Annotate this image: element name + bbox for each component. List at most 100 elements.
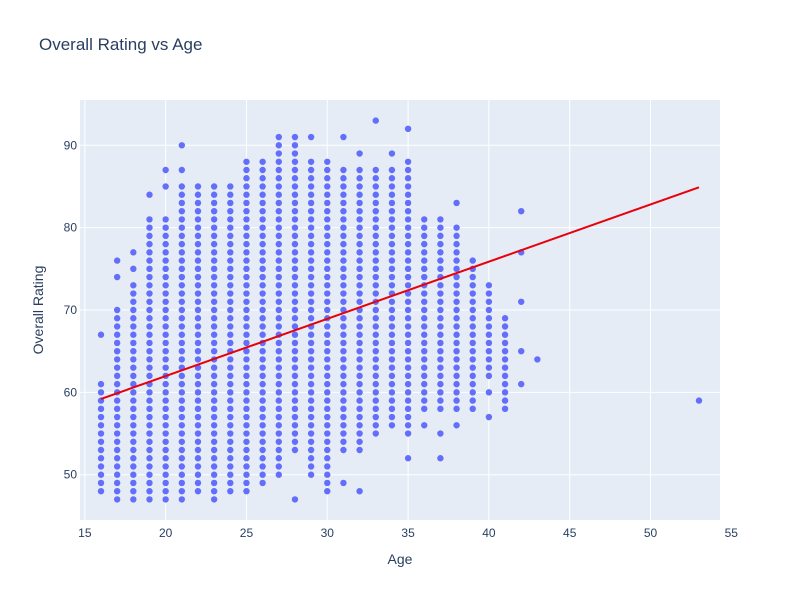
data-point xyxy=(243,315,250,322)
data-point xyxy=(259,455,266,462)
data-point xyxy=(372,166,379,174)
x-tick-label: 20 xyxy=(159,526,173,540)
trendline-group xyxy=(100,186,700,400)
data-point xyxy=(210,216,218,223)
data-point xyxy=(259,166,266,174)
data-point xyxy=(113,430,121,437)
data-point xyxy=(421,364,428,371)
data-point xyxy=(324,191,331,198)
data-point xyxy=(243,364,250,371)
data-point xyxy=(291,133,299,141)
data-point xyxy=(146,397,153,404)
data-point xyxy=(404,216,412,223)
data-point xyxy=(210,257,218,264)
y-axis-title: Overall Rating xyxy=(30,266,46,355)
data-point xyxy=(356,422,363,429)
data-point xyxy=(421,290,428,297)
data-point xyxy=(340,166,347,174)
data-point xyxy=(469,380,476,388)
data-point xyxy=(324,166,331,174)
data-point xyxy=(340,479,347,487)
data-point xyxy=(307,356,315,363)
data-point xyxy=(210,273,218,281)
data-point xyxy=(291,315,299,322)
y-axis-ticks: 50 60 70 80 90 xyxy=(64,138,78,481)
data-point xyxy=(453,265,460,273)
data-point xyxy=(194,315,202,322)
data-point xyxy=(130,487,137,495)
data-point xyxy=(421,315,428,322)
data-point xyxy=(259,372,266,380)
data-point xyxy=(340,199,347,207)
data-point xyxy=(259,413,266,421)
data-point xyxy=(485,339,493,347)
data-point xyxy=(113,405,121,413)
data-point xyxy=(275,413,282,421)
data-point xyxy=(307,413,315,421)
data-point xyxy=(388,257,396,264)
data-point xyxy=(243,191,250,198)
data-point xyxy=(259,249,266,256)
data-point xyxy=(291,150,299,157)
data-point xyxy=(404,191,412,198)
data-point xyxy=(162,306,169,314)
data-point xyxy=(340,249,347,256)
data-point xyxy=(178,389,186,396)
data-point xyxy=(130,249,137,256)
data-point xyxy=(307,455,315,462)
data-point xyxy=(210,364,218,371)
data-point xyxy=(421,224,428,231)
data-point xyxy=(356,273,363,281)
data-point xyxy=(340,175,347,182)
data-point xyxy=(97,487,105,495)
data-point xyxy=(291,175,299,182)
data-point xyxy=(485,315,493,322)
data-point xyxy=(97,389,105,396)
data-point xyxy=(324,282,331,289)
data-point xyxy=(178,323,186,330)
data-point xyxy=(421,405,428,413)
data-point xyxy=(404,207,412,215)
data-point xyxy=(291,249,299,256)
data-point xyxy=(210,306,218,314)
data-point xyxy=(275,397,282,404)
data-point xyxy=(291,389,299,396)
data-point xyxy=(113,347,121,355)
data-point xyxy=(275,166,282,174)
data-point xyxy=(259,422,266,429)
data-point xyxy=(388,207,396,215)
data-point xyxy=(307,290,315,297)
data-point xyxy=(388,265,396,273)
data-point xyxy=(307,372,315,380)
data-point xyxy=(291,191,299,198)
data-point xyxy=(404,257,412,264)
data-point xyxy=(113,471,121,478)
data-point xyxy=(404,166,412,174)
data-point xyxy=(340,191,347,198)
data-point xyxy=(178,199,186,207)
data-point xyxy=(162,479,169,487)
data-point xyxy=(113,315,121,322)
data-point xyxy=(146,191,153,198)
data-point xyxy=(421,339,428,347)
data-point xyxy=(113,479,121,487)
data-point xyxy=(356,413,363,421)
data-point xyxy=(146,290,153,297)
data-point xyxy=(388,356,396,363)
data-point xyxy=(275,142,282,149)
data-point xyxy=(356,175,363,182)
data-point xyxy=(324,487,331,495)
data-point xyxy=(307,471,315,478)
data-point xyxy=(194,446,202,454)
data-point xyxy=(453,364,460,371)
data-point xyxy=(113,487,121,495)
data-point xyxy=(340,224,347,231)
data-point xyxy=(372,306,379,314)
data-point xyxy=(404,125,412,133)
data-point xyxy=(194,282,202,289)
data-point xyxy=(291,372,299,380)
data-point xyxy=(210,487,218,495)
data-point xyxy=(356,232,363,240)
data-point xyxy=(243,446,250,454)
data-point xyxy=(227,372,234,380)
